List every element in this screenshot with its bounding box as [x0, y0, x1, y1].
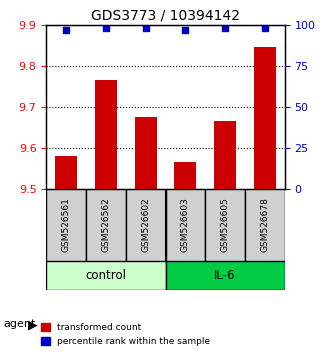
Text: GSM526678: GSM526678	[260, 197, 269, 252]
Bar	[135, 117, 157, 189]
Text: agent: agent	[3, 319, 36, 329]
FancyBboxPatch shape	[46, 261, 166, 290]
Point	[262, 25, 267, 31]
Text: GSM526603: GSM526603	[181, 197, 190, 252]
FancyBboxPatch shape	[126, 189, 166, 261]
Text: GSM526605: GSM526605	[220, 197, 230, 252]
FancyBboxPatch shape	[86, 189, 126, 261]
Bar	[214, 121, 236, 189]
Bar	[95, 80, 117, 189]
Text: IL-6: IL-6	[214, 269, 236, 282]
Text: control: control	[85, 269, 126, 282]
Text: GSM526561: GSM526561	[62, 197, 71, 252]
FancyBboxPatch shape	[205, 189, 245, 261]
Bar	[55, 156, 77, 189]
Point	[222, 25, 228, 31]
Text: ▶: ▶	[28, 318, 38, 331]
FancyBboxPatch shape	[46, 189, 86, 261]
Legend: transformed count, percentile rank within the sample: transformed count, percentile rank withi…	[38, 320, 214, 349]
Bar	[174, 162, 196, 189]
FancyBboxPatch shape	[166, 189, 205, 261]
Text: GSM526562: GSM526562	[101, 197, 111, 252]
FancyBboxPatch shape	[245, 189, 285, 261]
Text: GSM526602: GSM526602	[141, 197, 150, 252]
Point	[64, 27, 69, 33]
Point	[143, 25, 148, 31]
Title: GDS3773 / 10394142: GDS3773 / 10394142	[91, 8, 240, 22]
Point	[103, 25, 109, 31]
Bar	[254, 47, 276, 189]
Point	[183, 27, 188, 33]
FancyBboxPatch shape	[166, 261, 285, 290]
